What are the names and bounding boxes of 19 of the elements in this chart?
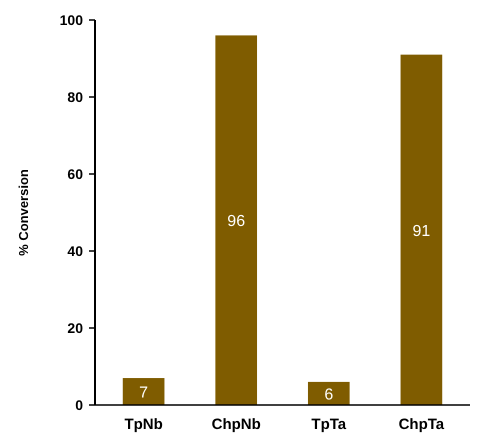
- bar: [122, 378, 164, 405]
- data-label: 96: [227, 213, 246, 230]
- data-label: 7: [139, 384, 148, 402]
- y-tick-label: 60: [67, 166, 84, 182]
- x-tick-label: ChpNb: [212, 416, 261, 433]
- x-tick-label: ChpTa: [398, 416, 445, 433]
- y-tick-label: 80: [67, 89, 84, 105]
- x-tick-label: TpTa: [311, 416, 347, 433]
- bar: [308, 382, 350, 405]
- data-label: 6: [324, 386, 334, 404]
- bar: [400, 54, 442, 405]
- y-tick-label: 0: [75, 397, 84, 413]
- x-tick-label: TpNb: [124, 416, 163, 433]
- y-tick-label: 20: [67, 320, 84, 336]
- bar: [215, 35, 258, 405]
- y-tick-label: 100: [60, 12, 84, 28]
- data-label: 91: [412, 222, 430, 240]
- y-tick-label: 40: [67, 243, 84, 259]
- y-axis-title: % Conversion: [16, 169, 31, 256]
